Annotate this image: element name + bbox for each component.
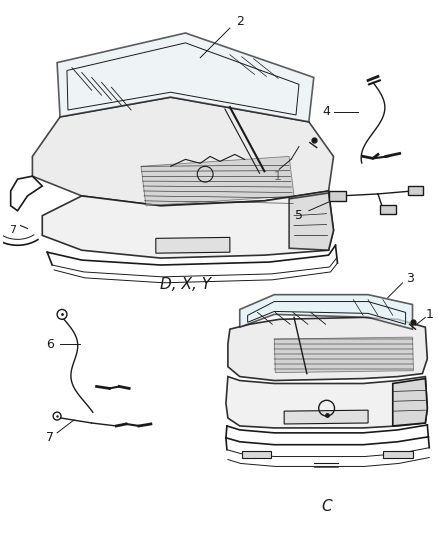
Polygon shape <box>274 337 413 373</box>
FancyBboxPatch shape <box>328 191 346 201</box>
FancyBboxPatch shape <box>242 450 271 457</box>
Polygon shape <box>289 193 333 250</box>
Polygon shape <box>57 33 314 122</box>
Text: 5: 5 <box>295 209 303 222</box>
Text: 7: 7 <box>46 431 54 445</box>
Text: 3: 3 <box>406 272 413 285</box>
Text: D, X, Y: D, X, Y <box>160 277 211 292</box>
Text: 1: 1 <box>425 308 433 321</box>
Polygon shape <box>156 237 230 253</box>
Polygon shape <box>141 156 294 206</box>
Polygon shape <box>228 317 427 381</box>
Text: C: C <box>321 499 332 514</box>
Text: 2: 2 <box>236 14 244 28</box>
Text: 1: 1 <box>273 169 281 183</box>
Polygon shape <box>42 191 333 258</box>
FancyBboxPatch shape <box>408 186 424 195</box>
FancyBboxPatch shape <box>383 450 413 457</box>
Polygon shape <box>32 97 333 206</box>
Text: 4: 4 <box>323 106 331 118</box>
Polygon shape <box>226 377 427 428</box>
FancyBboxPatch shape <box>380 205 396 214</box>
Polygon shape <box>240 295 413 329</box>
Polygon shape <box>284 410 368 424</box>
Polygon shape <box>393 378 427 426</box>
Text: 6: 6 <box>46 337 54 351</box>
Text: 7: 7 <box>9 225 16 236</box>
